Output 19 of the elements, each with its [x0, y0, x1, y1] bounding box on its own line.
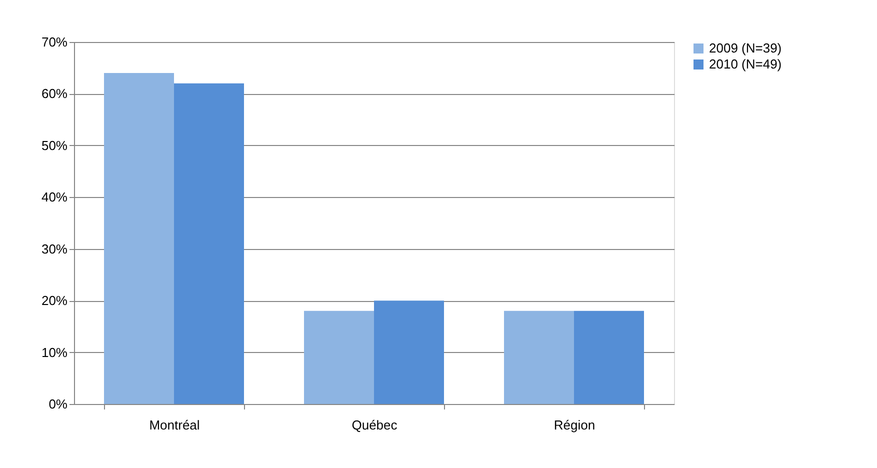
bar [374, 300, 444, 404]
x-tick-label: Québec [352, 418, 398, 432]
y-tick-label: 30% [41, 241, 68, 256]
y-tick-label: 0% [48, 396, 68, 412]
bar [174, 83, 244, 404]
y-tick-label: 50% [41, 138, 68, 153]
y-tick-label: 20% [41, 293, 68, 308]
bar [504, 310, 574, 404]
x-tick-label: Région [554, 418, 596, 432]
legend-label: 2010 (N=49) [709, 56, 782, 72]
y-tick-label: 10% [41, 344, 68, 360]
y-tick-label: 60% [41, 86, 68, 102]
bar [104, 73, 174, 404]
bar [304, 310, 374, 404]
x-tick-label: Montréal [149, 418, 200, 432]
y-tick-label: 70% [41, 34, 68, 50]
y-tick-label: 40% [41, 190, 68, 205]
bar [574, 310, 644, 404]
legend-label: 2009 (N=39) [709, 40, 782, 56]
